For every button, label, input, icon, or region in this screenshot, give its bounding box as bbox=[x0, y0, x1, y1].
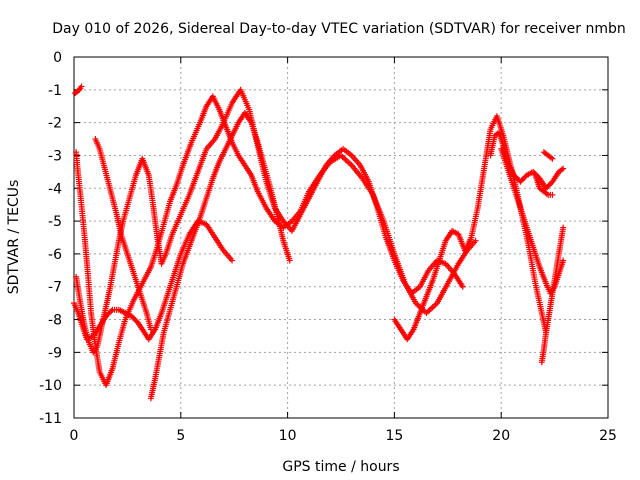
data-point bbox=[229, 257, 236, 264]
series-track-11 bbox=[532, 172, 556, 198]
y-axis-label: SDTVAR / TECUs bbox=[6, 180, 22, 295]
series-track-4 bbox=[72, 83, 85, 97]
x-tick-label: 0 bbox=[70, 428, 79, 444]
data-point bbox=[472, 237, 479, 244]
y-tick-label: -5 bbox=[48, 214, 62, 230]
chart-title: Day 010 of 2026, Sidereal Day-to-day VTE… bbox=[52, 21, 626, 37]
y-tick-label: -6 bbox=[48, 247, 62, 263]
series-track-1 bbox=[73, 86, 466, 356]
x-tick-label: 5 bbox=[176, 428, 185, 444]
series-track-6 bbox=[147, 109, 293, 402]
y-tick-label: -7 bbox=[48, 280, 62, 296]
series-track-10 bbox=[538, 224, 567, 366]
data-point bbox=[108, 308, 115, 315]
x-tick-label: 10 bbox=[279, 428, 297, 444]
series-track-2 bbox=[73, 93, 479, 389]
data-point bbox=[286, 257, 293, 264]
y-tick-label: -8 bbox=[48, 313, 62, 329]
x-axis-label: GPS time / hours bbox=[282, 459, 399, 475]
y-tick-label: -4 bbox=[48, 181, 62, 197]
plot-frame bbox=[73, 56, 609, 419]
series-track-5 bbox=[92, 136, 154, 333]
axis-ticks: 0 5 10 15 20 25 0 -1 -2 -3 -4 -5 -6 -7 -8 -9 -10 -11 bbox=[39, 50, 617, 444]
data-point bbox=[549, 155, 556, 162]
x-tick-label: 25 bbox=[599, 428, 617, 444]
series-track-12 bbox=[540, 149, 556, 162]
x-tick-label: 15 bbox=[385, 428, 403, 444]
data-point bbox=[560, 165, 567, 172]
y-tick-label: -11 bbox=[39, 411, 62, 427]
x-tick-label: 20 bbox=[492, 428, 510, 444]
data-point bbox=[549, 191, 556, 198]
y-tick-label: -10 bbox=[39, 378, 62, 394]
y-tick-label: -3 bbox=[48, 148, 62, 164]
data-point bbox=[459, 283, 466, 290]
y-tick-label: -2 bbox=[48, 116, 62, 132]
y-tick-label: -9 bbox=[48, 345, 62, 361]
data-points bbox=[71, 83, 567, 402]
data-point bbox=[147, 326, 154, 333]
data-point bbox=[560, 257, 567, 264]
data-point bbox=[560, 224, 567, 231]
data-point bbox=[78, 83, 85, 90]
y-tick-label: -1 bbox=[48, 83, 62, 99]
y-tick-label: 0 bbox=[53, 50, 62, 66]
